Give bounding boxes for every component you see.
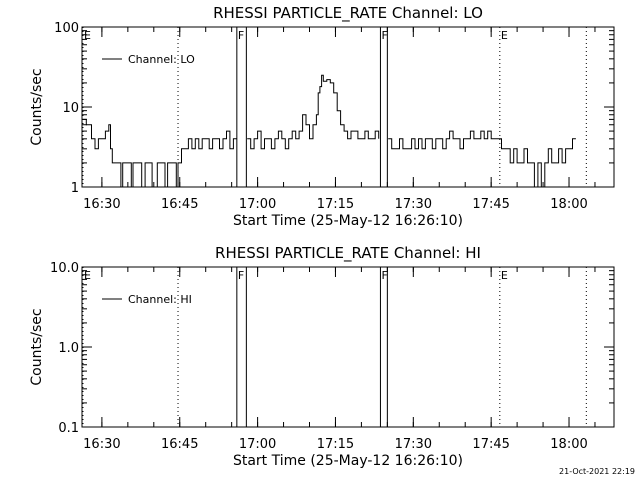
y-tick-label: 10	[62, 101, 79, 116]
footer-timestamp: 21-Oct-2021 22:19	[559, 467, 635, 476]
event-marker-label: E	[501, 29, 508, 42]
legend-label: Channel: HI	[128, 293, 192, 306]
y-axis-label: Counts/sec	[29, 68, 45, 145]
x-tick-label: 17:15	[317, 437, 354, 452]
y-axis-label: Counts/sec	[29, 308, 45, 385]
event-marker-label: E	[501, 269, 508, 282]
event-marker-label: F	[238, 29, 244, 42]
event-marker-label: F	[381, 29, 387, 42]
chart-title: RHESSI PARTICLE_RATE Channel: HI	[215, 244, 481, 263]
x-tick-label: 17:45	[472, 197, 509, 212]
x-tick-label: 17:00	[239, 197, 276, 212]
legend-label: Channel: LO	[128, 53, 195, 66]
y-tick-label: 100	[54, 21, 79, 36]
y-tick-label: 0.1	[58, 421, 79, 436]
x-tick-label: 16:30	[83, 437, 120, 452]
x-tick-label: 17:00	[239, 437, 276, 452]
event-marker-label: F	[238, 269, 244, 282]
chart-title: RHESSI PARTICLE_RATE Channel: LO	[213, 4, 483, 23]
event-marker-label: E	[84, 269, 91, 282]
x-tick-label: 17:30	[395, 437, 432, 452]
x-tick-label: 17:30	[395, 197, 432, 212]
y-tick-label: 10.0	[50, 261, 79, 276]
x-tick-label: 17:45	[472, 437, 509, 452]
x-tick-label: 16:30	[83, 197, 120, 212]
x-tick-label: 16:45	[161, 437, 198, 452]
y-tick-label: 1	[71, 181, 79, 196]
series-line-lo	[82, 74, 576, 188]
x-tick-label: 18:00	[550, 437, 587, 452]
x-axis-label: Start Time (25-May-12 16:26:10)	[233, 213, 463, 229]
event-marker-label: F	[381, 269, 387, 282]
x-axis-label: Start Time (25-May-12 16:26:10)	[233, 453, 463, 469]
x-tick-label: 18:00	[550, 197, 587, 212]
y-tick-label: 1.0	[58, 341, 79, 356]
event-marker-label: E	[84, 29, 91, 42]
x-tick-label: 17:15	[317, 197, 354, 212]
x-tick-label: 16:45	[161, 197, 198, 212]
